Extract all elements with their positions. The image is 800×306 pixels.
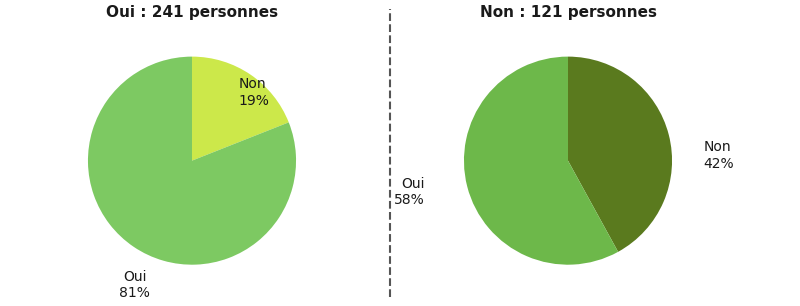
Text: Oui
58%: Oui 58%: [394, 177, 425, 207]
Wedge shape: [464, 57, 618, 265]
Wedge shape: [568, 57, 672, 252]
Wedge shape: [88, 57, 296, 265]
Wedge shape: [192, 57, 289, 161]
Text: Non
42%: Non 42%: [703, 140, 734, 170]
Text: Non
19%: Non 19%: [239, 77, 270, 108]
Title: Non : 121 personnes: Non : 121 personnes: [479, 5, 657, 20]
Title: Oui : 241 personnes: Oui : 241 personnes: [106, 5, 278, 20]
Text: Oui
81%: Oui 81%: [119, 270, 150, 300]
